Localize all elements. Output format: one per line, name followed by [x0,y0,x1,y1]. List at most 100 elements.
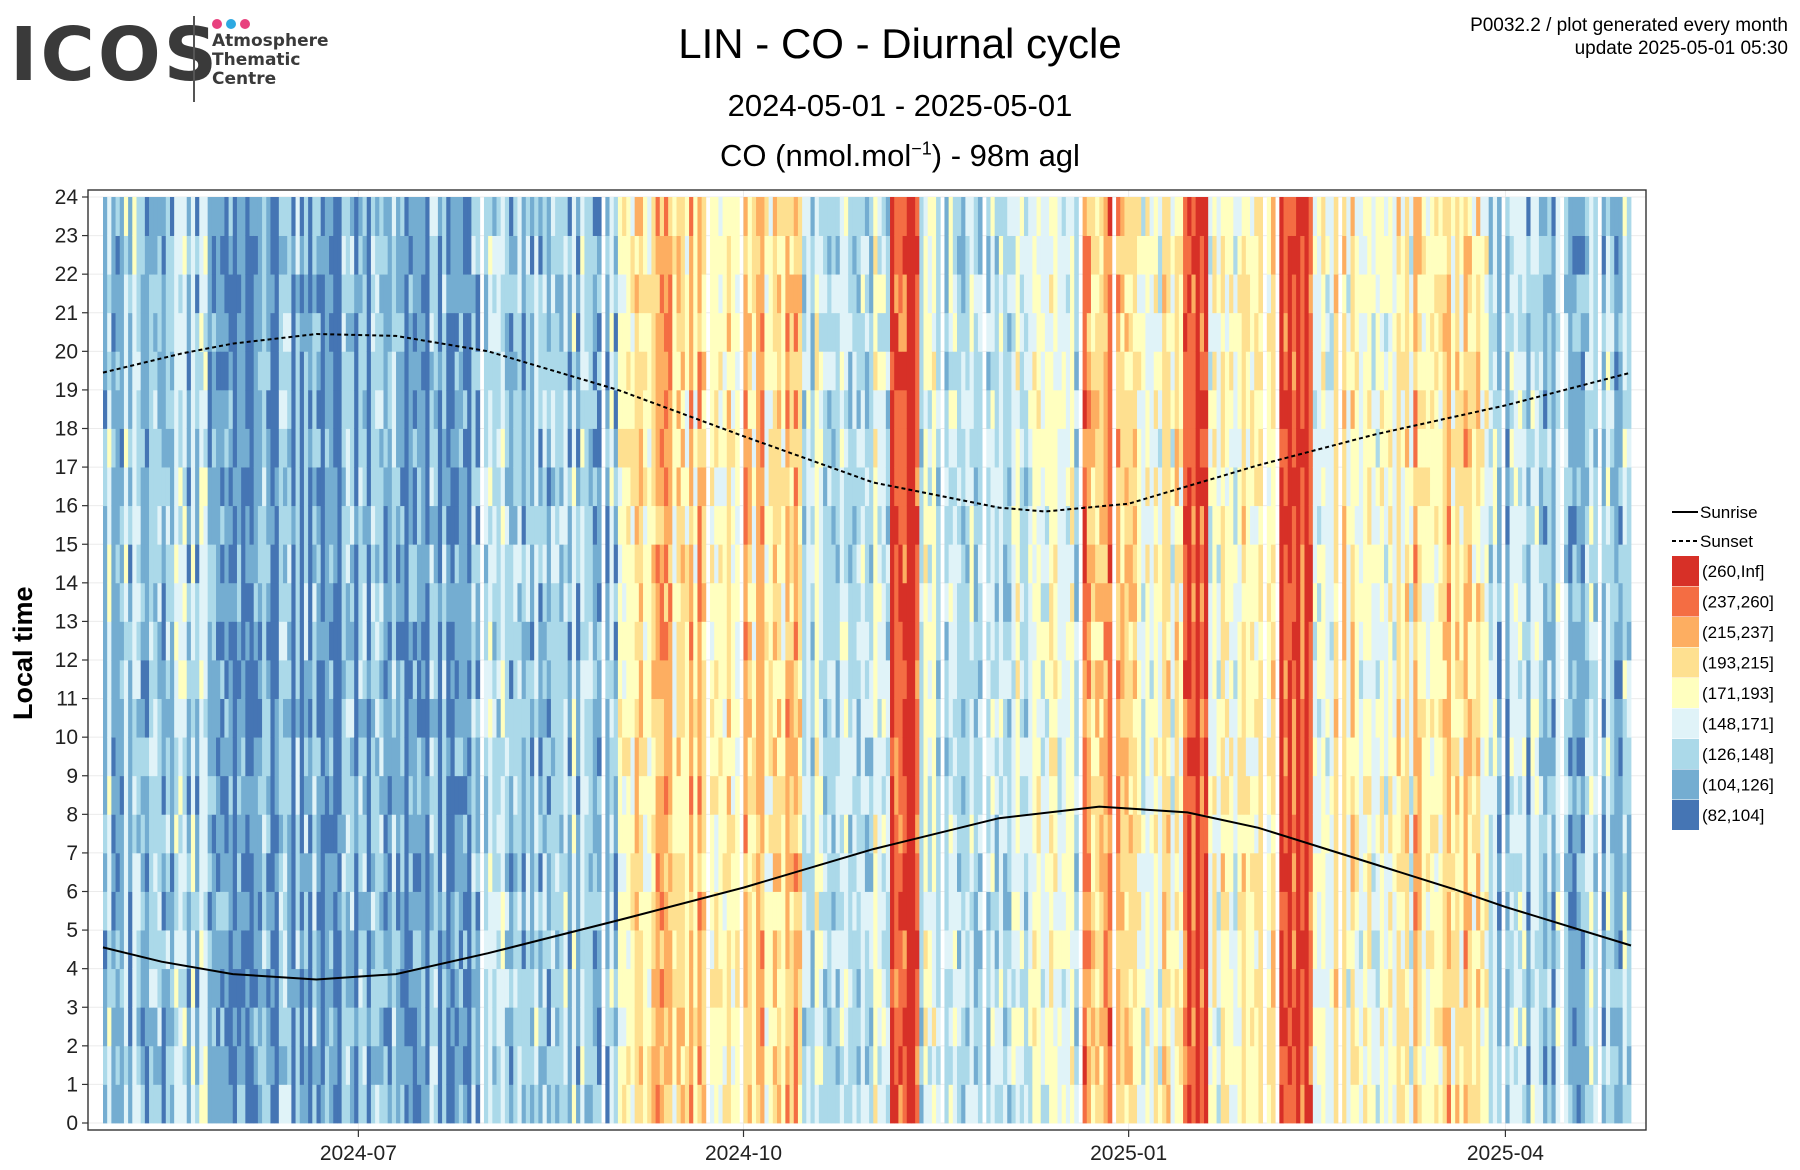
heatmap-cell [948,737,954,777]
heatmap-cell [555,582,560,622]
heatmap-cell [559,428,564,468]
heatmap-cell [802,1045,807,1085]
heatmap-cell [400,582,405,622]
heatmap-cell [103,930,108,970]
heatmap-cell [898,968,903,1008]
heatmap-cell [483,852,489,892]
heatmap-cell [190,505,196,545]
heatmap-cell [115,621,121,661]
heatmap-cell [287,814,292,854]
heatmap-cell [848,235,853,275]
heatmap-cell [509,351,514,391]
heatmap-cell [906,274,912,314]
heatmap-cell [375,544,380,584]
heatmap-cell [848,389,853,429]
heatmap-cell [630,235,636,275]
heatmap-cell [324,389,330,429]
heatmap-cell [312,1084,317,1124]
heatmap-cell [140,235,146,275]
heatmap-cell [136,968,142,1008]
heatmap-cell [291,505,296,545]
heatmap-cell [329,312,334,352]
heatmap-cell [287,891,292,931]
heatmap-cell [144,1007,150,1047]
heatmap-cell [358,621,363,661]
heatmap-cell [199,235,204,275]
heatmap-cell [684,312,690,352]
heatmap-cell [747,737,753,777]
heatmap-cell [596,467,602,507]
heatmap-cell [701,274,707,314]
heatmap-cell [764,621,770,661]
heatmap-cell [823,775,828,815]
heatmap-cell [592,968,598,1008]
heatmap-cell [567,737,573,777]
heatmap-cell [613,197,619,236]
heatmap-cell [760,1007,765,1047]
heatmap-cell [546,389,552,429]
heatmap-cell [316,312,322,352]
heatmap-cell [136,1045,142,1085]
heatmap-cell [638,274,644,314]
heatmap-cell [898,1045,903,1085]
heatmap-cell [216,544,221,584]
heatmap-cell [408,544,414,584]
heatmap-cell [655,428,661,468]
heatmap-cell [136,505,142,545]
heatmap-cell [689,312,694,352]
heatmap-cell [262,467,267,507]
heatmap-cell [262,582,267,622]
heatmap-cell [747,235,753,275]
heatmap-cell [354,660,359,699]
heatmap-cell [521,1045,527,1085]
heatmap-cell [483,235,489,275]
heatmap-cell [396,968,401,1008]
heatmap-cell [588,737,594,777]
heatmap-cell [848,197,853,236]
heatmap-cell [521,467,527,507]
heatmap-cell [906,660,912,699]
heatmap-cell [735,428,740,468]
heatmap-cell [123,467,129,507]
heatmap-cell [617,544,623,584]
heatmap-cell [144,312,150,352]
heatmap-cell [869,505,874,545]
heatmap-cell [153,1007,158,1047]
heatmap-cell [647,891,652,931]
heatmap-cell [266,505,271,545]
heatmap-cell [923,428,929,468]
heatmap-cell [358,698,363,738]
heatmap-cell [320,775,326,815]
heatmap-cell [132,968,137,1008]
heatmap-cell [776,197,782,236]
heatmap-cell [760,544,765,584]
heatmap-cell [308,1084,313,1124]
heatmap-cell [894,968,899,1008]
heatmap-cell [643,1084,648,1124]
heatmap-cell [651,930,656,970]
heatmap-cell [827,235,832,275]
heatmap-cell [308,428,313,468]
heatmap-cell [492,1007,497,1047]
heatmap-cell [931,621,937,661]
heatmap-cell [835,274,841,314]
heatmap-cell [425,1084,430,1124]
heatmap-cell [684,274,690,314]
heatmap-cell [287,197,292,236]
heatmap-cell [764,737,770,777]
heatmap-cell [412,737,418,777]
heatmap-cell [278,1084,284,1124]
heatmap-cell [797,852,803,892]
heatmap-cell [789,968,795,1008]
heatmap-cell [144,814,150,854]
heatmap-cell [375,891,380,931]
heatmap-cell [195,852,200,892]
heatmap-cell [379,814,384,854]
heatmap-cell [546,274,552,314]
heatmap-cell [433,1045,439,1085]
heatmap-cell [186,582,192,622]
heatmap-cell [580,698,585,738]
heatmap-cell [818,274,824,314]
heatmap-cell [236,582,242,622]
heatmap-cell [546,582,552,622]
